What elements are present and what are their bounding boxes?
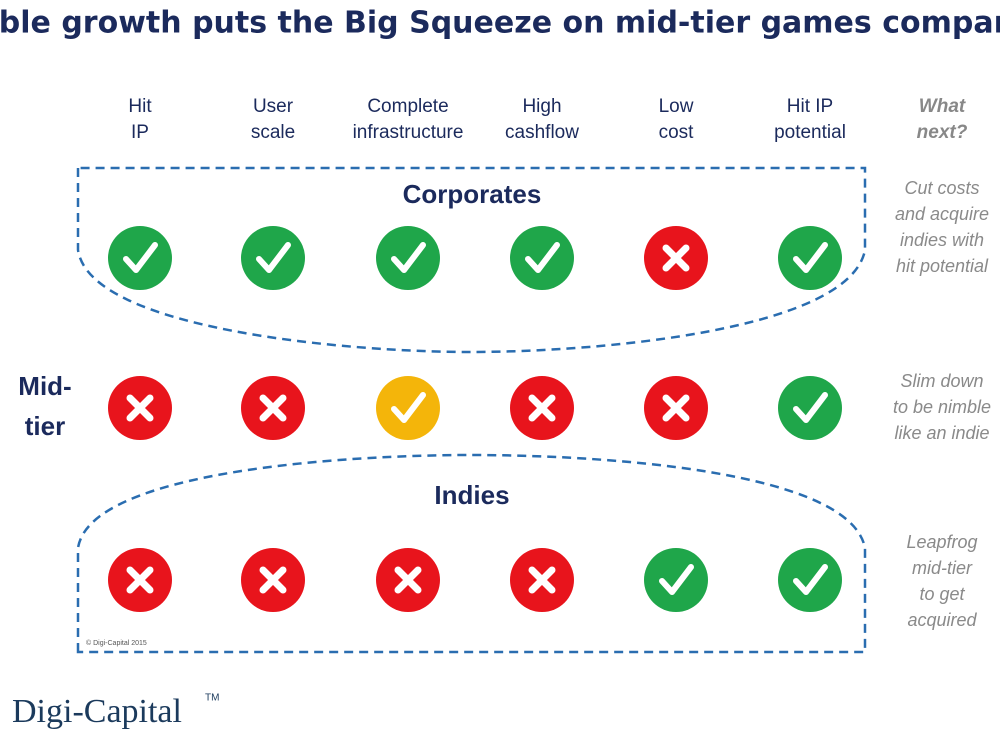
next-step: and acquire xyxy=(895,204,989,224)
status-icon xyxy=(376,548,440,612)
cross xyxy=(394,566,422,594)
next-step: Cut costs xyxy=(904,178,979,198)
cross xyxy=(126,566,154,594)
status-circle xyxy=(376,376,440,440)
status-icon xyxy=(376,226,440,290)
status-circle xyxy=(778,376,842,440)
next-step: indies with xyxy=(900,230,984,250)
status-circle xyxy=(778,548,842,612)
status-icon xyxy=(644,226,708,290)
row-label: Mid- xyxy=(18,371,71,401)
column-header: Complete xyxy=(367,96,448,117)
status-icon xyxy=(241,548,305,612)
status-circle xyxy=(778,226,842,290)
status-icon xyxy=(108,226,172,290)
next-header: next? xyxy=(917,122,968,143)
status-icon xyxy=(778,548,842,612)
status-icon xyxy=(510,376,574,440)
column-header: Low xyxy=(659,96,694,117)
cross xyxy=(259,566,287,594)
next-step: like an indie xyxy=(894,423,989,443)
logo: Digi-Capital xyxy=(12,693,182,730)
check xyxy=(793,242,828,273)
column-header: cashflow xyxy=(505,122,579,143)
check xyxy=(256,242,291,273)
status-icon xyxy=(108,376,172,440)
status-icon xyxy=(510,548,574,612)
status-icon xyxy=(778,376,842,440)
check xyxy=(391,392,426,423)
cross xyxy=(528,394,556,422)
title: Stable growth puts the Big Squeeze on mi… xyxy=(0,6,1000,41)
column-header: potential xyxy=(774,122,846,143)
next-step: hit potential xyxy=(896,256,989,276)
status-icon xyxy=(778,226,842,290)
status-circle xyxy=(644,548,708,612)
next-step: acquired xyxy=(907,610,977,630)
check xyxy=(793,392,828,423)
cross xyxy=(528,566,556,594)
status-circle xyxy=(108,226,172,290)
status-icon xyxy=(644,548,708,612)
next-step: Leapfrog xyxy=(906,532,977,552)
next-step: Slim down xyxy=(900,371,983,391)
group-label: Indies xyxy=(434,480,509,510)
status-icon xyxy=(510,226,574,290)
next-step: to be nimble xyxy=(893,397,991,417)
column-header: scale xyxy=(251,122,295,143)
column-header: Hit xyxy=(128,96,152,117)
copyright: © Digi-Capital 2015 xyxy=(86,639,147,647)
status-icon xyxy=(644,376,708,440)
next-header: What xyxy=(919,96,966,117)
next-step: mid-tier xyxy=(912,558,973,578)
status-circle xyxy=(376,226,440,290)
check xyxy=(525,242,560,273)
status-icon xyxy=(241,226,305,290)
status-icon xyxy=(376,376,440,440)
cross xyxy=(126,394,154,422)
status-circle xyxy=(241,226,305,290)
cross xyxy=(259,394,287,422)
cross xyxy=(662,244,690,272)
corporates-outline xyxy=(76,166,867,354)
status-icon xyxy=(108,548,172,612)
check xyxy=(123,242,158,273)
cross xyxy=(662,394,690,422)
column-header: cost xyxy=(659,122,695,143)
next-step: to get xyxy=(919,584,965,604)
check xyxy=(391,242,426,273)
column-header: User xyxy=(253,96,294,117)
check xyxy=(793,564,828,595)
row-label: tier xyxy=(25,411,65,441)
status-circle xyxy=(510,226,574,290)
trademark: TM xyxy=(205,693,219,704)
column-header: High xyxy=(522,96,561,117)
column-header: IP xyxy=(131,122,149,143)
indies-outline xyxy=(76,453,867,654)
column-header: Hit IP xyxy=(787,96,833,117)
column-header: infrastructure xyxy=(353,122,464,143)
status-icon xyxy=(241,376,305,440)
check xyxy=(659,564,694,595)
group-label: Corporates xyxy=(403,179,542,209)
